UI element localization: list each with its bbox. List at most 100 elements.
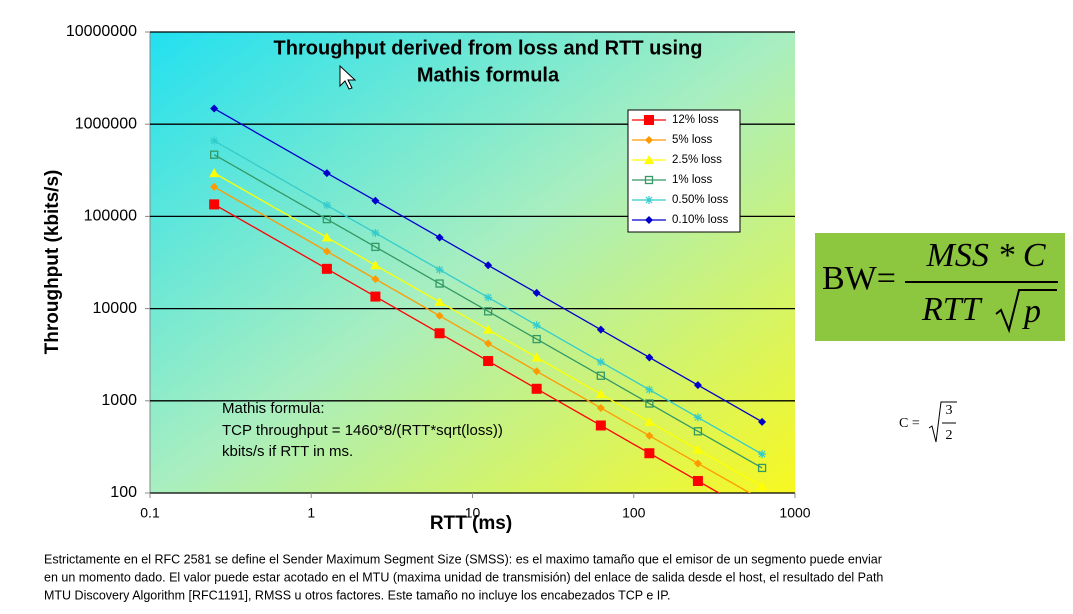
marker xyxy=(370,260,381,270)
marker xyxy=(758,450,767,459)
series-line xyxy=(213,140,763,455)
marker xyxy=(322,201,331,210)
marker xyxy=(210,136,219,145)
marker xyxy=(483,356,494,367)
series-line xyxy=(213,186,752,493)
series-line xyxy=(213,107,763,423)
marker xyxy=(484,261,493,270)
marker xyxy=(596,371,605,380)
marker xyxy=(693,427,703,436)
marker xyxy=(596,403,605,412)
x-tick-label: 1 xyxy=(307,505,315,521)
marker xyxy=(321,232,332,242)
y-tick-label: 1000 xyxy=(101,392,137,409)
marker xyxy=(757,513,767,523)
constant-denominator: 2 xyxy=(946,428,953,443)
marker xyxy=(596,325,605,334)
y-tick-label: 10000 xyxy=(93,300,138,317)
marker xyxy=(693,413,702,422)
marker xyxy=(435,311,444,320)
marker xyxy=(644,416,655,426)
marker xyxy=(321,263,332,274)
legend-label: 5% loss xyxy=(672,134,713,146)
marker xyxy=(531,352,542,362)
legend-label: 1% loss xyxy=(672,174,713,186)
marker xyxy=(645,353,654,362)
marker xyxy=(370,291,381,302)
marker xyxy=(645,136,653,144)
y-axis-label: Throughput (kbits/s) xyxy=(42,170,63,355)
marker xyxy=(644,155,654,164)
plot-area xyxy=(150,32,795,493)
constant-lhs: C = xyxy=(899,416,920,431)
marker xyxy=(322,247,331,256)
annotation: Mathis formula: xyxy=(222,400,325,417)
formula-box xyxy=(815,233,1065,341)
marker xyxy=(644,115,654,125)
marker xyxy=(532,334,541,344)
formula-denominator: RTT xyxy=(921,291,983,328)
chart-title: Throughput derived from loss and RTT usi… xyxy=(274,37,703,59)
y-tick-label: 100 xyxy=(110,484,137,501)
annotation: kbits/s if RTT in ms. xyxy=(222,443,353,460)
sqrt-sign xyxy=(995,289,1057,334)
constant-numerator: 3 xyxy=(946,403,953,418)
series-line xyxy=(213,154,763,469)
marker xyxy=(434,328,445,339)
marker xyxy=(596,357,605,366)
legend xyxy=(627,109,741,233)
legend-label: 0.10% loss xyxy=(672,214,729,226)
formula-numerator: MSS * C xyxy=(926,237,1046,274)
marker xyxy=(692,475,703,486)
legend-label: 12% loss xyxy=(672,114,719,126)
x-tick-label: 0.1 xyxy=(140,505,160,521)
marker xyxy=(371,196,380,205)
sqrt-sign xyxy=(928,401,957,443)
caption-line: en un momento dado. El valor puede estar… xyxy=(44,570,883,584)
marker xyxy=(210,150,219,159)
x-tick-label: 1000 xyxy=(779,505,810,521)
marker xyxy=(758,496,766,504)
cursor xyxy=(339,64,357,90)
marker xyxy=(209,168,220,178)
marker xyxy=(209,199,220,210)
marker xyxy=(210,182,219,191)
x-axis-label: RTT (ms) xyxy=(430,513,512,534)
marker xyxy=(595,420,606,431)
marker xyxy=(532,367,541,376)
marker xyxy=(644,175,654,185)
marker xyxy=(210,104,219,113)
marker xyxy=(645,216,653,224)
marker xyxy=(693,381,702,390)
formula-lhs: BW= xyxy=(822,260,896,297)
x-tick-label: 10 xyxy=(465,505,481,521)
series-line xyxy=(213,172,763,487)
marker xyxy=(435,279,444,288)
marker xyxy=(483,324,494,334)
marker xyxy=(371,228,380,237)
marker xyxy=(532,288,541,297)
legend-label: 0.50% loss xyxy=(672,194,729,206)
annotation: TCP throughput = 1460*8/(RTT*sqrt(loss)) xyxy=(222,422,503,439)
marker xyxy=(483,307,493,316)
marker xyxy=(645,399,654,408)
formula-radicand: p xyxy=(1022,293,1041,330)
marker xyxy=(757,463,767,473)
y-tick-label: 10000000 xyxy=(66,23,137,40)
marker xyxy=(757,481,768,491)
marker xyxy=(434,296,445,306)
series-line xyxy=(213,203,721,493)
marker xyxy=(644,448,655,459)
marker xyxy=(371,275,380,284)
marker xyxy=(532,321,541,330)
marker xyxy=(645,385,654,394)
marker xyxy=(322,169,331,178)
caption-line: Estrictamente en el RFC 2581 se define e… xyxy=(44,552,882,566)
marker xyxy=(645,196,653,204)
marker xyxy=(692,444,703,454)
marker xyxy=(531,383,542,394)
marker xyxy=(595,389,606,399)
marker xyxy=(484,293,493,302)
